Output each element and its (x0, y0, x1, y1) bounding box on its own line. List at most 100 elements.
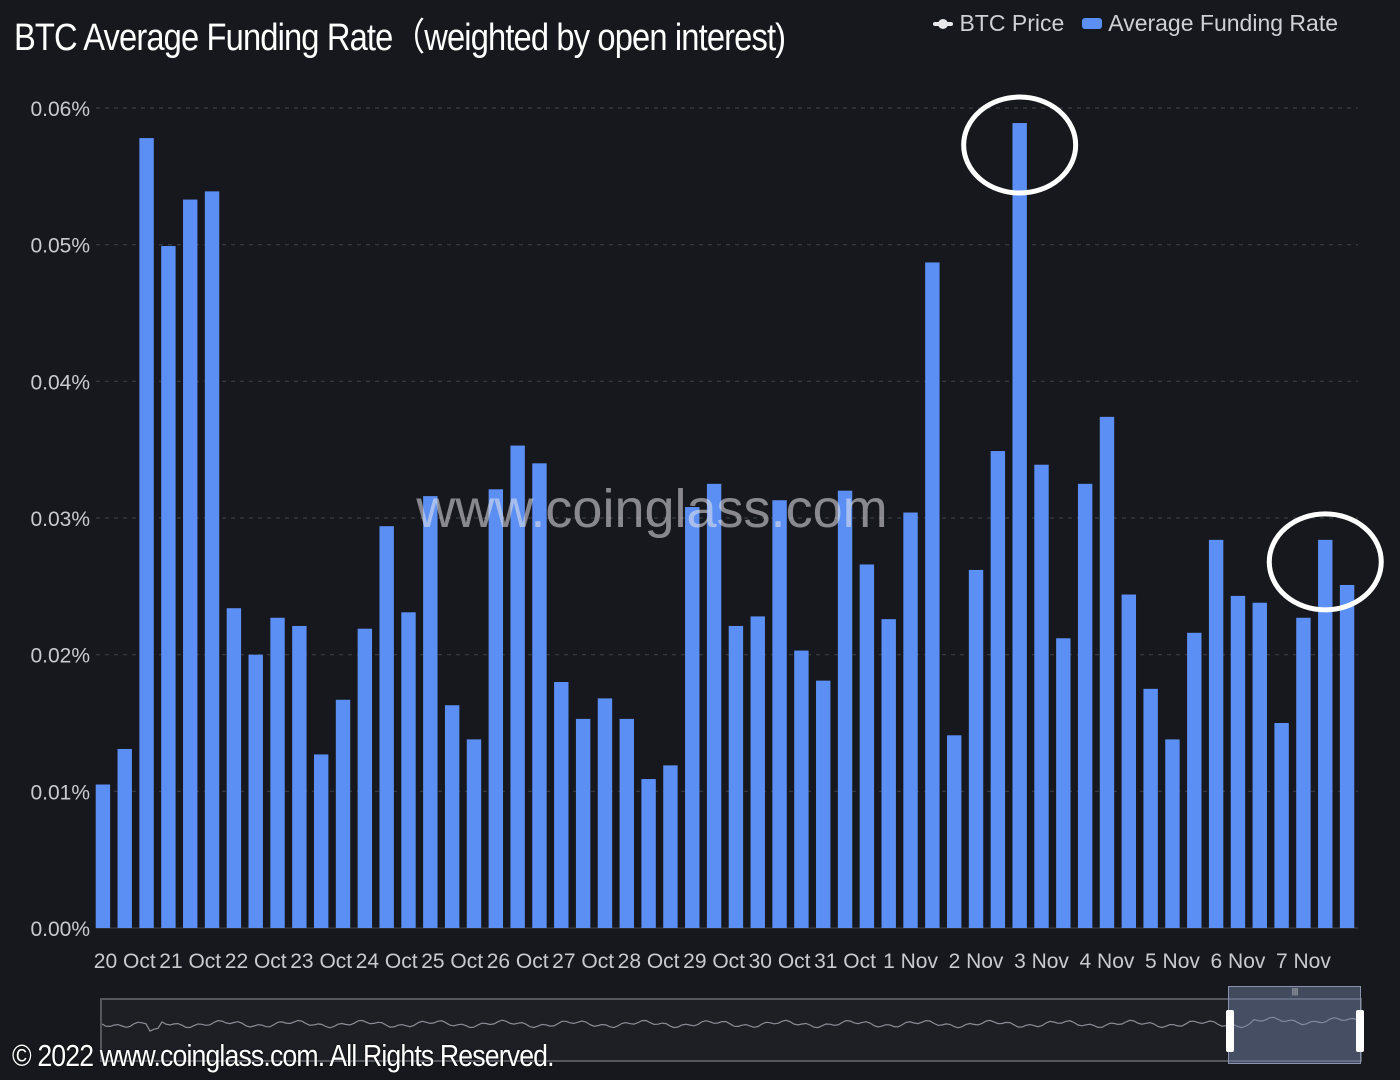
bar[interactable] (379, 526, 394, 928)
bar[interactable] (1339, 584, 1355, 928)
legend-label-funding-rate: Average Funding Rate (1108, 10, 1338, 36)
bar[interactable] (270, 617, 285, 928)
bar[interactable] (968, 569, 984, 928)
x-tick-label: 25 Oct (421, 950, 483, 973)
bar[interactable] (1034, 464, 1049, 928)
x-tick-label: 3 Nov (1014, 950, 1069, 973)
bar[interactable] (685, 507, 700, 928)
bar[interactable] (335, 699, 351, 928)
copyright-notice: © 2022 www.coinglass.com. All Rights Res… (12, 1038, 555, 1073)
highlight-circle (961, 94, 1079, 196)
bar-series (95, 123, 1355, 929)
bar[interactable] (1121, 594, 1137, 928)
bar[interactable] (728, 625, 744, 928)
watermark: www.coinglass.com (415, 479, 887, 539)
bar[interactable] (204, 191, 220, 928)
bar[interactable] (575, 718, 591, 928)
bar[interactable] (597, 698, 613, 928)
x-tick-label: 1 Nov (883, 950, 938, 973)
x-tick-label: 27 Oct (552, 950, 614, 973)
bar[interactable] (837, 490, 853, 928)
bar-marker-icon (1082, 18, 1103, 29)
axis-labels: 0.00% 0.01% 0.02% 0.03% 0.04% 0.05% 0.06% 20 Oc… (30, 98, 1331, 973)
bar[interactable] (161, 246, 176, 929)
bar[interactable] (925, 262, 940, 928)
x-tick-label: 23 Oct (290, 950, 352, 973)
bar[interactable] (292, 625, 307, 928)
bar[interactable] (794, 650, 809, 928)
y-tick-label: 0.03% (30, 508, 90, 531)
bar[interactable] (750, 616, 765, 928)
x-tick-label: 24 Oct (356, 950, 418, 973)
highlight-circle (1266, 511, 1384, 613)
bar[interactable] (1099, 416, 1115, 928)
navigator-right-handle[interactable] (1356, 1010, 1364, 1052)
bar[interactable] (1012, 123, 1027, 929)
bar[interactable] (1296, 617, 1311, 928)
legend-item-funding-rate[interactable]: Average Funding Rate (1082, 10, 1338, 37)
bar[interactable] (946, 735, 962, 928)
bar[interactable] (990, 451, 1006, 928)
x-tick-label: 29 Oct (683, 950, 745, 973)
bar[interactable] (1187, 632, 1202, 928)
bar[interactable] (706, 483, 722, 928)
x-tick-label: 7 Nov (1276, 950, 1331, 973)
bar[interactable] (1077, 483, 1093, 928)
bar[interactable] (641, 779, 656, 928)
range-navigator[interactable] (100, 998, 1362, 1062)
bar[interactable] (248, 654, 263, 928)
bar[interactable] (183, 199, 198, 929)
navigator-selection-window[interactable] (1228, 986, 1361, 1064)
bar[interactable] (1318, 539, 1333, 928)
bar[interactable] (1165, 739, 1180, 928)
x-tick-label: 6 Nov (1211, 950, 1266, 973)
bar[interactable] (357, 628, 373, 928)
bar[interactable] (226, 608, 242, 928)
bar[interactable] (816, 680, 831, 928)
x-tick-label: 2 Nov (949, 950, 1004, 973)
bar[interactable] (859, 564, 875, 928)
bar[interactable] (1230, 595, 1246, 928)
x-tick-label: 26 Oct (487, 950, 549, 973)
bar[interactable] (510, 445, 525, 928)
navigator-left-handle[interactable] (1226, 1010, 1234, 1052)
bar[interactable] (1252, 602, 1267, 928)
x-tick-label: 4 Nov (1080, 950, 1135, 973)
x-tick-label: 30 Oct (749, 950, 811, 973)
y-tick-label: 0.00% (30, 918, 90, 941)
bar[interactable] (663, 765, 678, 928)
x-tick-label: 31 Oct (814, 950, 876, 973)
chart-title: BTC Average Funding Rate（weighted by ope… (14, 17, 786, 59)
bar[interactable] (532, 463, 547, 928)
chart-legend: BTC Price Average Funding Rate (933, 10, 1338, 37)
bar[interactable] (554, 682, 569, 928)
bar[interactable] (401, 612, 416, 928)
x-tick-label: 20 Oct (94, 950, 156, 973)
y-tick-label: 0.02% (30, 645, 90, 668)
bar[interactable] (423, 496, 438, 928)
bar[interactable] (444, 705, 460, 928)
bar[interactable] (619, 718, 634, 928)
bar[interactable] (903, 512, 918, 928)
bar[interactable] (95, 784, 111, 929)
grip-icon[interactable]: ||| (1291, 987, 1299, 996)
bar[interactable] (772, 500, 787, 928)
bar[interactable] (313, 754, 329, 928)
y-tick-label: 0.01% (30, 781, 90, 804)
bar[interactable] (1056, 638, 1071, 928)
bar[interactable] (1143, 688, 1158, 928)
bar[interactable] (1274, 723, 1289, 928)
bar[interactable] (466, 739, 482, 928)
legend-label-btc-price: BTC Price (959, 10, 1065, 36)
bar[interactable] (117, 748, 132, 928)
bar[interactable] (488, 489, 504, 928)
legend-item-btc-price[interactable]: BTC Price (933, 10, 1064, 37)
bar[interactable] (139, 138, 154, 929)
x-tick-label: 5 Nov (1145, 950, 1200, 973)
y-tick-label: 0.05% (30, 235, 90, 258)
y-tick-label: 0.04% (30, 371, 90, 394)
bar[interactable] (881, 619, 896, 928)
highlight-circles (961, 94, 1384, 613)
bar[interactable] (1208, 539, 1224, 928)
